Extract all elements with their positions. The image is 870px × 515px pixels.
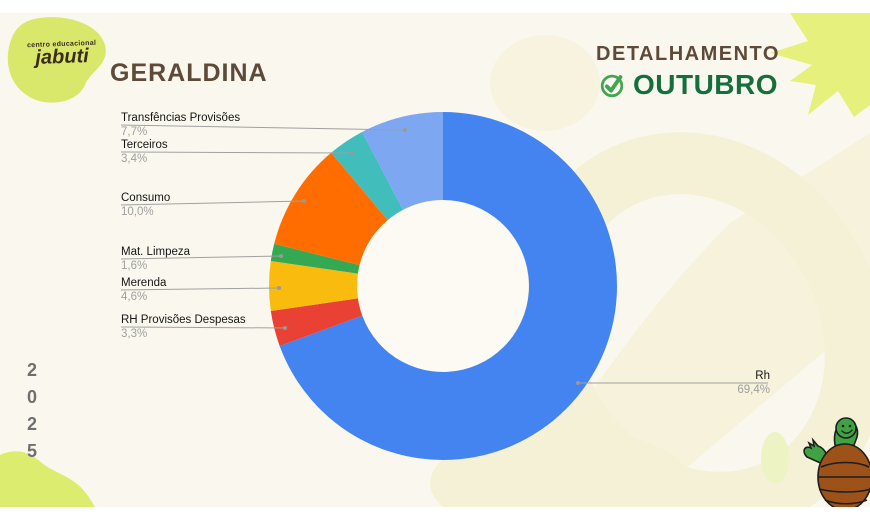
slice-callout-transfencias-provisoes: Transfências Provisões 7,7% [121, 112, 240, 139]
year-digit: 2 [27, 360, 38, 380]
slice-callout-mat-limpeza: Mat. Limpeza 1,6% [121, 246, 190, 273]
logo-name: jabuti [35, 45, 90, 69]
year-digit: 5 [27, 441, 38, 461]
slice-label-text: Transfências Provisões [121, 112, 241, 124]
slice-callout-rh-provisoes-despesas: RH Provisões Despesas 3,3% [121, 314, 246, 341]
turtle-mascot-icon [803, 417, 870, 507]
year-digit: 2 [27, 414, 38, 434]
slice-pct-text: 69,4% [737, 384, 770, 396]
slice-pct-text: 10,0% [121, 206, 154, 218]
slice-pct-text: 4,6% [121, 291, 148, 303]
detail-subtitle: DETALHAMENTO [596, 43, 780, 65]
slice-label-text: Terceiros [121, 139, 168, 151]
slice-pct-text: 1,6% [121, 260, 148, 272]
slice-label-text: Consumo [121, 192, 171, 204]
slice-callout-rh: Rh 69,4% [737, 370, 770, 397]
detail-header: DETALHAMENTO OUTUBRO [588, 43, 788, 101]
slice-callout-consumo: Consumo 10,0% [121, 192, 170, 219]
logo: centro educacional jabuti [22, 40, 103, 71]
bottom-blob-shape [0, 451, 95, 507]
slice-pct-text: 3,3% [121, 328, 148, 340]
slice-pct-text: 3,4% [121, 153, 148, 165]
slice-callout-merenda: Merenda 4,6% [121, 277, 166, 304]
year-digit: 0 [27, 387, 38, 407]
month-title: OUTUBRO [632, 69, 779, 100]
slice-label-text: Mat. Limpeza [121, 246, 191, 258]
slice-callout-terceiros: Terceiros 3,4% [121, 139, 168, 166]
slice-label-text: Merenda [121, 277, 167, 289]
page-title: GERALDINA [110, 59, 268, 87]
year-vertical: 2 0 2 5 [27, 361, 37, 460]
check-circle-icon [600, 74, 624, 98]
slice-label-text: RH Provisões Despesas [121, 314, 246, 326]
slice-pct-text: 7,7% [121, 126, 148, 138]
slice-label-text: Rh [755, 370, 770, 382]
